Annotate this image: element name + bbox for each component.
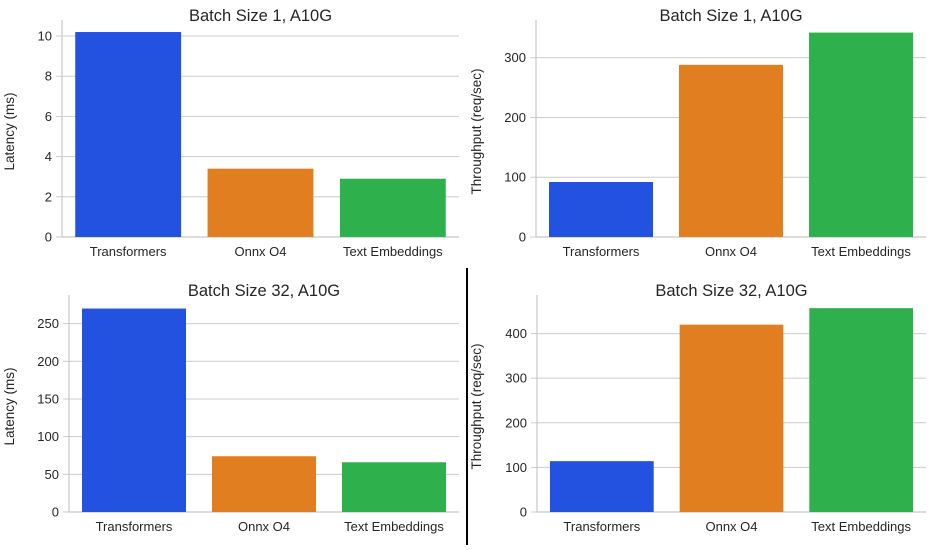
y-tick-label: 200 [505, 415, 527, 430]
y-tick-label: 0 [45, 230, 52, 245]
chart-batch32-latency: 0 50 100 150 200 250 Transformers Onnx O4 Text E… [0, 275, 467, 550]
bar-chart-svg: 0 50 100 150 200 250 Transformers Onnx O4 Text E… [2, 282, 459, 534]
category-label: Onnx O4 [238, 519, 290, 534]
chart-batch1-latency: 0 2 4 6 8 10 Transformers Onnx O4 Text Embedding… [0, 0, 467, 275]
bar-transformers [75, 32, 182, 238]
chart-title: Batch Size 32, A10G [188, 282, 340, 300]
y-axis-label: Latency (ms) [2, 367, 17, 445]
category-label: Text Embeddings [811, 244, 911, 259]
category-label: Onnx O4 [234, 244, 286, 259]
y-tick-label: 200 [504, 110, 526, 125]
bar-text-embeddings [339, 178, 446, 237]
chart-batch32-throughput: 0 100 200 300 400 Transformers Onnx O4 Text Emb… [467, 275, 934, 550]
category-label: Onnx O4 [705, 519, 757, 534]
y-tick-label: 100 [37, 429, 59, 444]
category-label: Transformers [563, 244, 640, 259]
y-tick-label: 50 [45, 467, 59, 482]
y-tick-label: 10 [38, 29, 52, 44]
y-tick-label: 100 [504, 170, 526, 185]
y-axis-label: Latency (ms) [2, 92, 17, 170]
bar-transformers [549, 182, 653, 237]
table-cell-divider [466, 268, 468, 545]
category-label: Transformers [563, 519, 640, 534]
category-label: Onnx O4 [705, 244, 757, 259]
bar-text-embeddings [809, 308, 914, 512]
category-label: Transformers [96, 519, 173, 534]
category-label: Transformers [90, 244, 167, 259]
bar-text-embeddings [342, 462, 446, 512]
y-tick-label: 0 [52, 505, 59, 520]
bar-transformers [549, 461, 654, 512]
y-tick-label: 2 [45, 189, 52, 204]
y-tick-label: 200 [37, 354, 59, 369]
y-tick-label: 4 [45, 149, 52, 164]
y-tick-label: 400 [505, 326, 527, 341]
y-axis-label: Throughput (req/sec) [469, 343, 484, 469]
category-label: Text Embeddings [811, 519, 911, 534]
y-tick-label: 100 [505, 460, 527, 475]
y-tick-label: 6 [45, 109, 52, 124]
bar-onnx-o4 [679, 324, 784, 512]
category-label: Text Embeddings [344, 519, 444, 534]
y-tick-label: 300 [504, 50, 526, 65]
category-label: Text Embeddings [343, 244, 443, 259]
bar-chart-svg: 0 2 4 6 8 10 Transformers Onnx O4 Text Embedding… [2, 7, 459, 259]
bar-onnx-o4 [207, 168, 314, 237]
chart-title: Batch Size 1, A10G [189, 7, 332, 25]
y-tick-label: 150 [37, 391, 59, 406]
y-tick-label: 8 [45, 69, 52, 84]
y-tick-label: 300 [505, 371, 527, 386]
y-tick-label: 0 [519, 230, 526, 245]
y-axis-label: Throughput (req/sec) [469, 68, 484, 194]
bar-onnx-o4 [679, 64, 783, 237]
bar-text-embeddings [809, 32, 913, 237]
chart-title: Batch Size 1, A10G [659, 7, 802, 25]
bar-transformers [82, 308, 186, 512]
bar-onnx-o4 [212, 456, 316, 512]
bar-chart-svg: 0 100 200 300 400 Transformers Onnx O4 Text Emb… [469, 282, 926, 534]
chart-title: Batch Size 32, A10G [655, 282, 807, 300]
chart-batch1-throughput: 0 100 200 300 Transformers Onnx O4 Text Embedd… [467, 0, 934, 275]
y-tick-label: 0 [520, 505, 527, 520]
y-tick-label: 250 [37, 316, 59, 331]
bar-chart-svg: 0 100 200 300 Transformers Onnx O4 Text Embedd… [469, 7, 926, 259]
